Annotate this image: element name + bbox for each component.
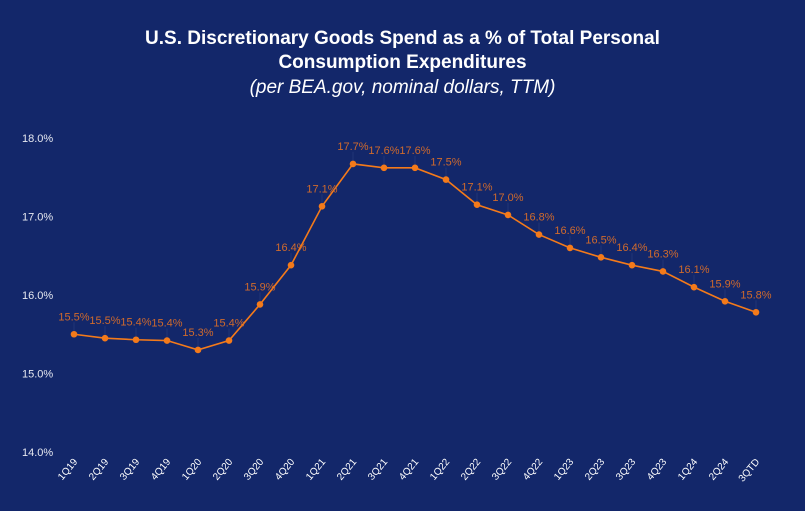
- x-tick-label: 1Q21: [304, 457, 328, 483]
- data-point: [721, 297, 729, 305]
- data-label: 17.6%: [399, 145, 430, 157]
- data-point: [225, 337, 233, 344]
- y-tick-label: 16.0%: [22, 290, 53, 302]
- x-tick-label: 4Q21: [397, 457, 421, 483]
- x-tick-label: 2Q22: [459, 457, 483, 483]
- x-tick-label: 4Q19: [149, 457, 173, 483]
- x-tick-label: 1Q23: [552, 457, 576, 483]
- data-label: 15.4%: [120, 317, 151, 329]
- data-point: [566, 244, 574, 252]
- data-point: [659, 268, 667, 275]
- data-label: 17.5%: [430, 157, 461, 169]
- x-tick-label: 1Q22: [428, 457, 452, 483]
- chart-title-line1: U.S. Discretionary Goods Spend as a % of…: [145, 28, 660, 49]
- data-point: [752, 308, 760, 316]
- x-tick-label: 3Q21: [366, 457, 390, 483]
- data-point: [411, 164, 419, 172]
- data-label: 17.6%: [368, 145, 399, 157]
- x-tick-label: 3Q20: [242, 457, 266, 483]
- data-label: 16.6%: [554, 225, 585, 237]
- x-tick-label: 2Q21: [335, 457, 359, 483]
- chart-title-line2: Consumption Expenditures: [278, 52, 527, 73]
- data-point: [318, 202, 326, 210]
- data-label: 15.4%: [213, 318, 244, 330]
- data-point: [597, 254, 605, 261]
- x-tick-label: 3Q22: [490, 457, 514, 483]
- data-label: 16.1%: [678, 264, 709, 276]
- y-tick-label: 14.0%: [22, 447, 53, 459]
- x-tick-label: 4Q20: [273, 457, 297, 483]
- data-point: [194, 346, 202, 354]
- data-label: 16.4%: [275, 242, 306, 254]
- y-tick-label: 15.0%: [22, 369, 53, 381]
- data-label: 15.5%: [89, 315, 120, 327]
- x-tick-label: 1Q24: [676, 457, 700, 483]
- data-label: 15.9%: [244, 281, 275, 293]
- data-label: 15.4%: [151, 318, 182, 330]
- data-point: [256, 301, 264, 308]
- data-label: 15.5%: [58, 311, 89, 323]
- data-label: 17.0%: [492, 192, 523, 204]
- data-point: [535, 231, 543, 238]
- data-point: [628, 261, 636, 269]
- data-point: [504, 211, 512, 219]
- data-point: [690, 283, 698, 291]
- data-label: 15.9%: [709, 278, 740, 290]
- data-point: [163, 337, 171, 344]
- x-tick-label: 3Q23: [614, 457, 638, 483]
- data-point: [473, 201, 481, 209]
- x-tick-label: 2Q19: [87, 457, 111, 483]
- x-tick-label: 3QTD: [737, 457, 763, 485]
- x-tick-label: 2Q24: [707, 457, 731, 483]
- data-label: 17.1%: [306, 183, 337, 195]
- data-label: 16.5%: [585, 234, 616, 246]
- data-label: 16.3%: [647, 248, 678, 260]
- y-tick-label: 18.0%: [22, 133, 53, 145]
- data-point: [442, 176, 450, 183]
- x-tick-label: 1Q19: [56, 457, 80, 483]
- data-label: 15.8%: [740, 289, 771, 301]
- data-point: [349, 160, 357, 168]
- x-tick-label: 3Q19: [118, 457, 142, 483]
- data-label: 16.8%: [523, 212, 554, 224]
- x-tick-label: 2Q20: [211, 457, 235, 483]
- data-point: [380, 164, 388, 172]
- x-tick-label: 4Q23: [645, 457, 669, 483]
- x-tick-label: 2Q23: [583, 457, 607, 483]
- data-point: [70, 330, 78, 338]
- x-tick-label: 4Q22: [521, 457, 545, 483]
- y-tick-label: 17.0%: [22, 212, 53, 224]
- data-point: [287, 261, 295, 269]
- data-label: 17.7%: [337, 141, 368, 153]
- x-tick-label: 1Q20: [180, 457, 204, 483]
- chart-subtitle: (per BEA.gov, nominal dollars, TTM): [249, 77, 556, 98]
- data-label: 15.3%: [182, 327, 213, 339]
- data-label: 17.1%: [461, 182, 492, 194]
- data-point: [101, 334, 109, 342]
- data-label: 16.4%: [616, 242, 647, 254]
- data-point: [132, 336, 140, 344]
